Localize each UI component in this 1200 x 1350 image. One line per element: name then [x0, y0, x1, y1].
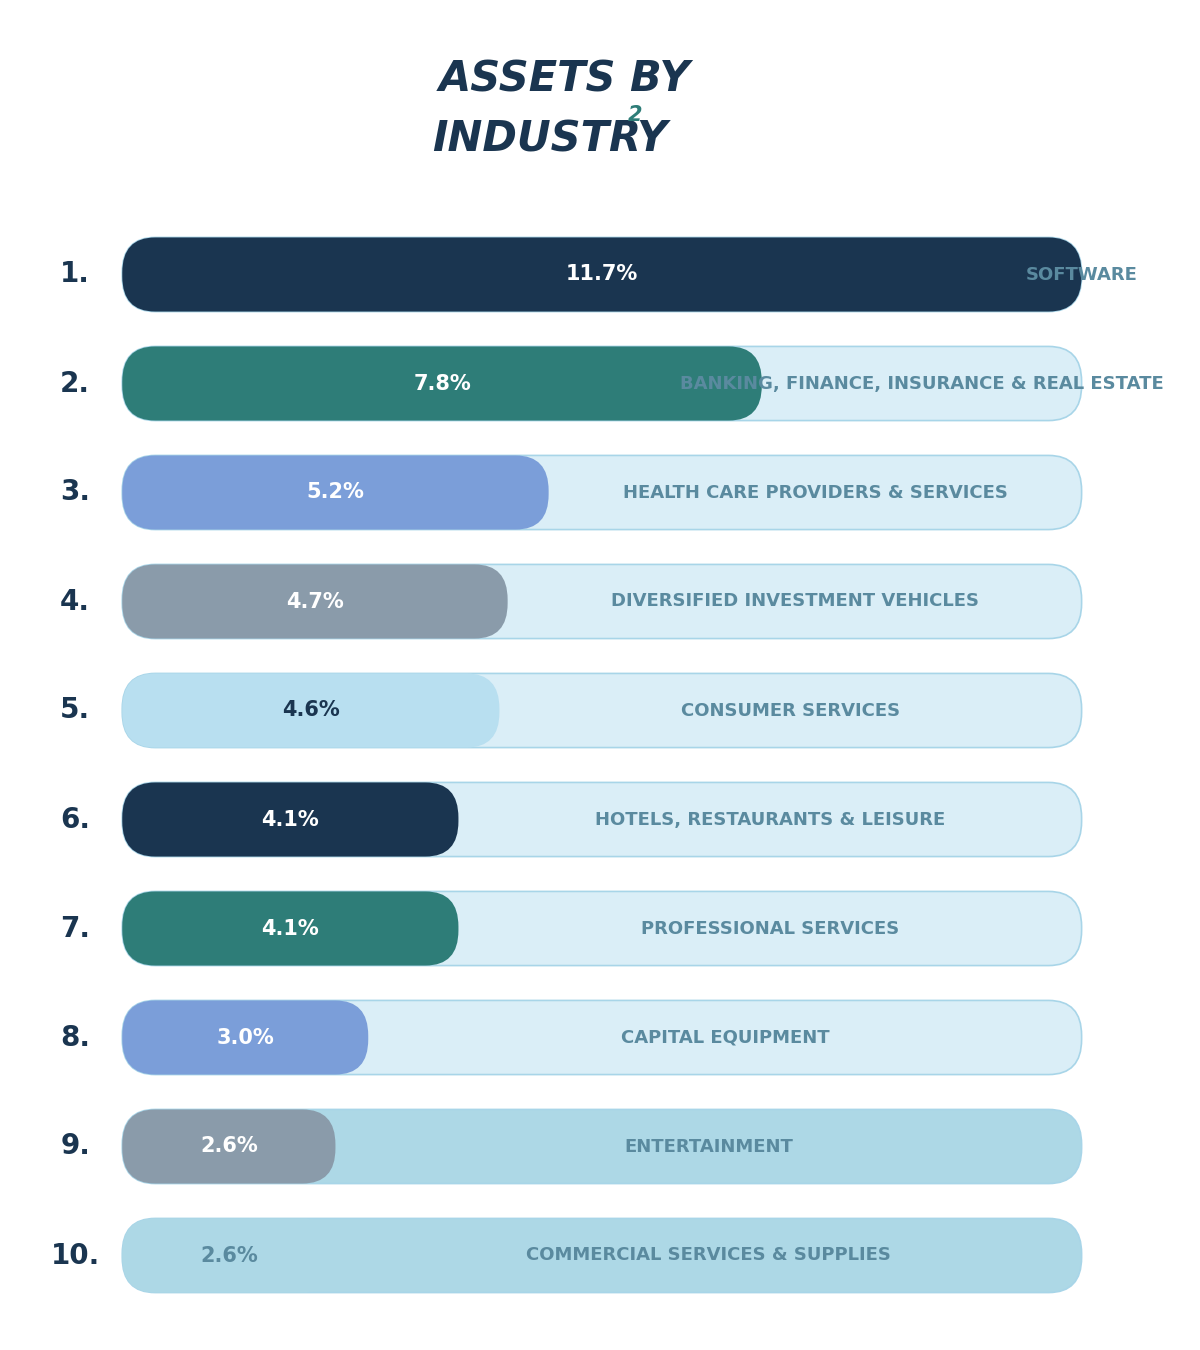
- FancyBboxPatch shape: [122, 238, 1081, 312]
- FancyBboxPatch shape: [122, 891, 1081, 965]
- FancyBboxPatch shape: [122, 1110, 336, 1184]
- Text: CAPITAL EQUIPMENT: CAPITAL EQUIPMENT: [620, 1029, 829, 1046]
- Text: COMMERCIAL SERVICES & SUPPLIES: COMMERCIAL SERVICES & SUPPLIES: [526, 1246, 890, 1265]
- FancyBboxPatch shape: [122, 674, 499, 748]
- FancyBboxPatch shape: [122, 1000, 1081, 1075]
- FancyBboxPatch shape: [122, 238, 1081, 312]
- FancyBboxPatch shape: [122, 564, 508, 639]
- Text: 2.6%: 2.6%: [200, 1246, 258, 1265]
- FancyBboxPatch shape: [122, 455, 548, 529]
- Text: 4.: 4.: [60, 587, 90, 616]
- FancyBboxPatch shape: [122, 891, 458, 965]
- Text: 5.2%: 5.2%: [306, 482, 365, 502]
- Text: BANKING, FINANCE, INSURANCE & REAL ESTATE: BANKING, FINANCE, INSURANCE & REAL ESTAT…: [680, 374, 1164, 393]
- FancyBboxPatch shape: [122, 1110, 1081, 1184]
- FancyBboxPatch shape: [122, 564, 1081, 639]
- FancyBboxPatch shape: [122, 674, 1081, 748]
- Text: ASSETS BY: ASSETS BY: [438, 59, 690, 101]
- FancyBboxPatch shape: [122, 347, 1081, 421]
- Text: INDUSTRY: INDUSTRY: [432, 119, 668, 161]
- FancyBboxPatch shape: [122, 455, 1081, 529]
- Text: DIVERSIFIED INVESTMENT VEHICLES: DIVERSIFIED INVESTMENT VEHICLES: [611, 593, 979, 610]
- FancyBboxPatch shape: [122, 1219, 1081, 1292]
- FancyBboxPatch shape: [122, 1000, 368, 1075]
- Text: ENTERTAINMENT: ENTERTAINMENT: [624, 1138, 793, 1156]
- Text: 2: 2: [628, 105, 642, 126]
- Text: 3.0%: 3.0%: [216, 1027, 274, 1048]
- Text: 6.: 6.: [60, 806, 90, 833]
- Text: 7.8%: 7.8%: [413, 374, 470, 393]
- Text: 2.: 2.: [60, 370, 90, 397]
- Text: HOTELS, RESTAURANTS & LEISURE: HOTELS, RESTAURANTS & LEISURE: [595, 810, 946, 829]
- Text: 5.: 5.: [60, 697, 90, 725]
- FancyBboxPatch shape: [122, 347, 762, 421]
- Text: 2.6%: 2.6%: [200, 1137, 258, 1157]
- Text: 4.6%: 4.6%: [282, 701, 340, 721]
- Text: PROFESSIONAL SERVICES: PROFESSIONAL SERVICES: [641, 919, 899, 937]
- Text: 4.1%: 4.1%: [262, 918, 319, 938]
- FancyBboxPatch shape: [122, 1219, 336, 1292]
- Text: 4.7%: 4.7%: [286, 591, 344, 612]
- Text: 8.: 8.: [60, 1023, 90, 1052]
- Text: CONSUMER SERVICES: CONSUMER SERVICES: [680, 702, 900, 720]
- Text: 9.: 9.: [60, 1133, 90, 1161]
- Text: 3.: 3.: [60, 478, 90, 506]
- Text: 7.: 7.: [60, 914, 90, 942]
- Text: SOFTWARE: SOFTWARE: [1026, 266, 1138, 283]
- Text: HEALTH CARE PROVIDERS & SERVICES: HEALTH CARE PROVIDERS & SERVICES: [623, 483, 1008, 501]
- Text: 10.: 10.: [50, 1242, 100, 1269]
- FancyBboxPatch shape: [122, 783, 458, 856]
- FancyBboxPatch shape: [122, 783, 1081, 856]
- Text: 4.1%: 4.1%: [262, 810, 319, 829]
- Text: 1.: 1.: [60, 261, 90, 289]
- Text: 11.7%: 11.7%: [566, 265, 638, 285]
